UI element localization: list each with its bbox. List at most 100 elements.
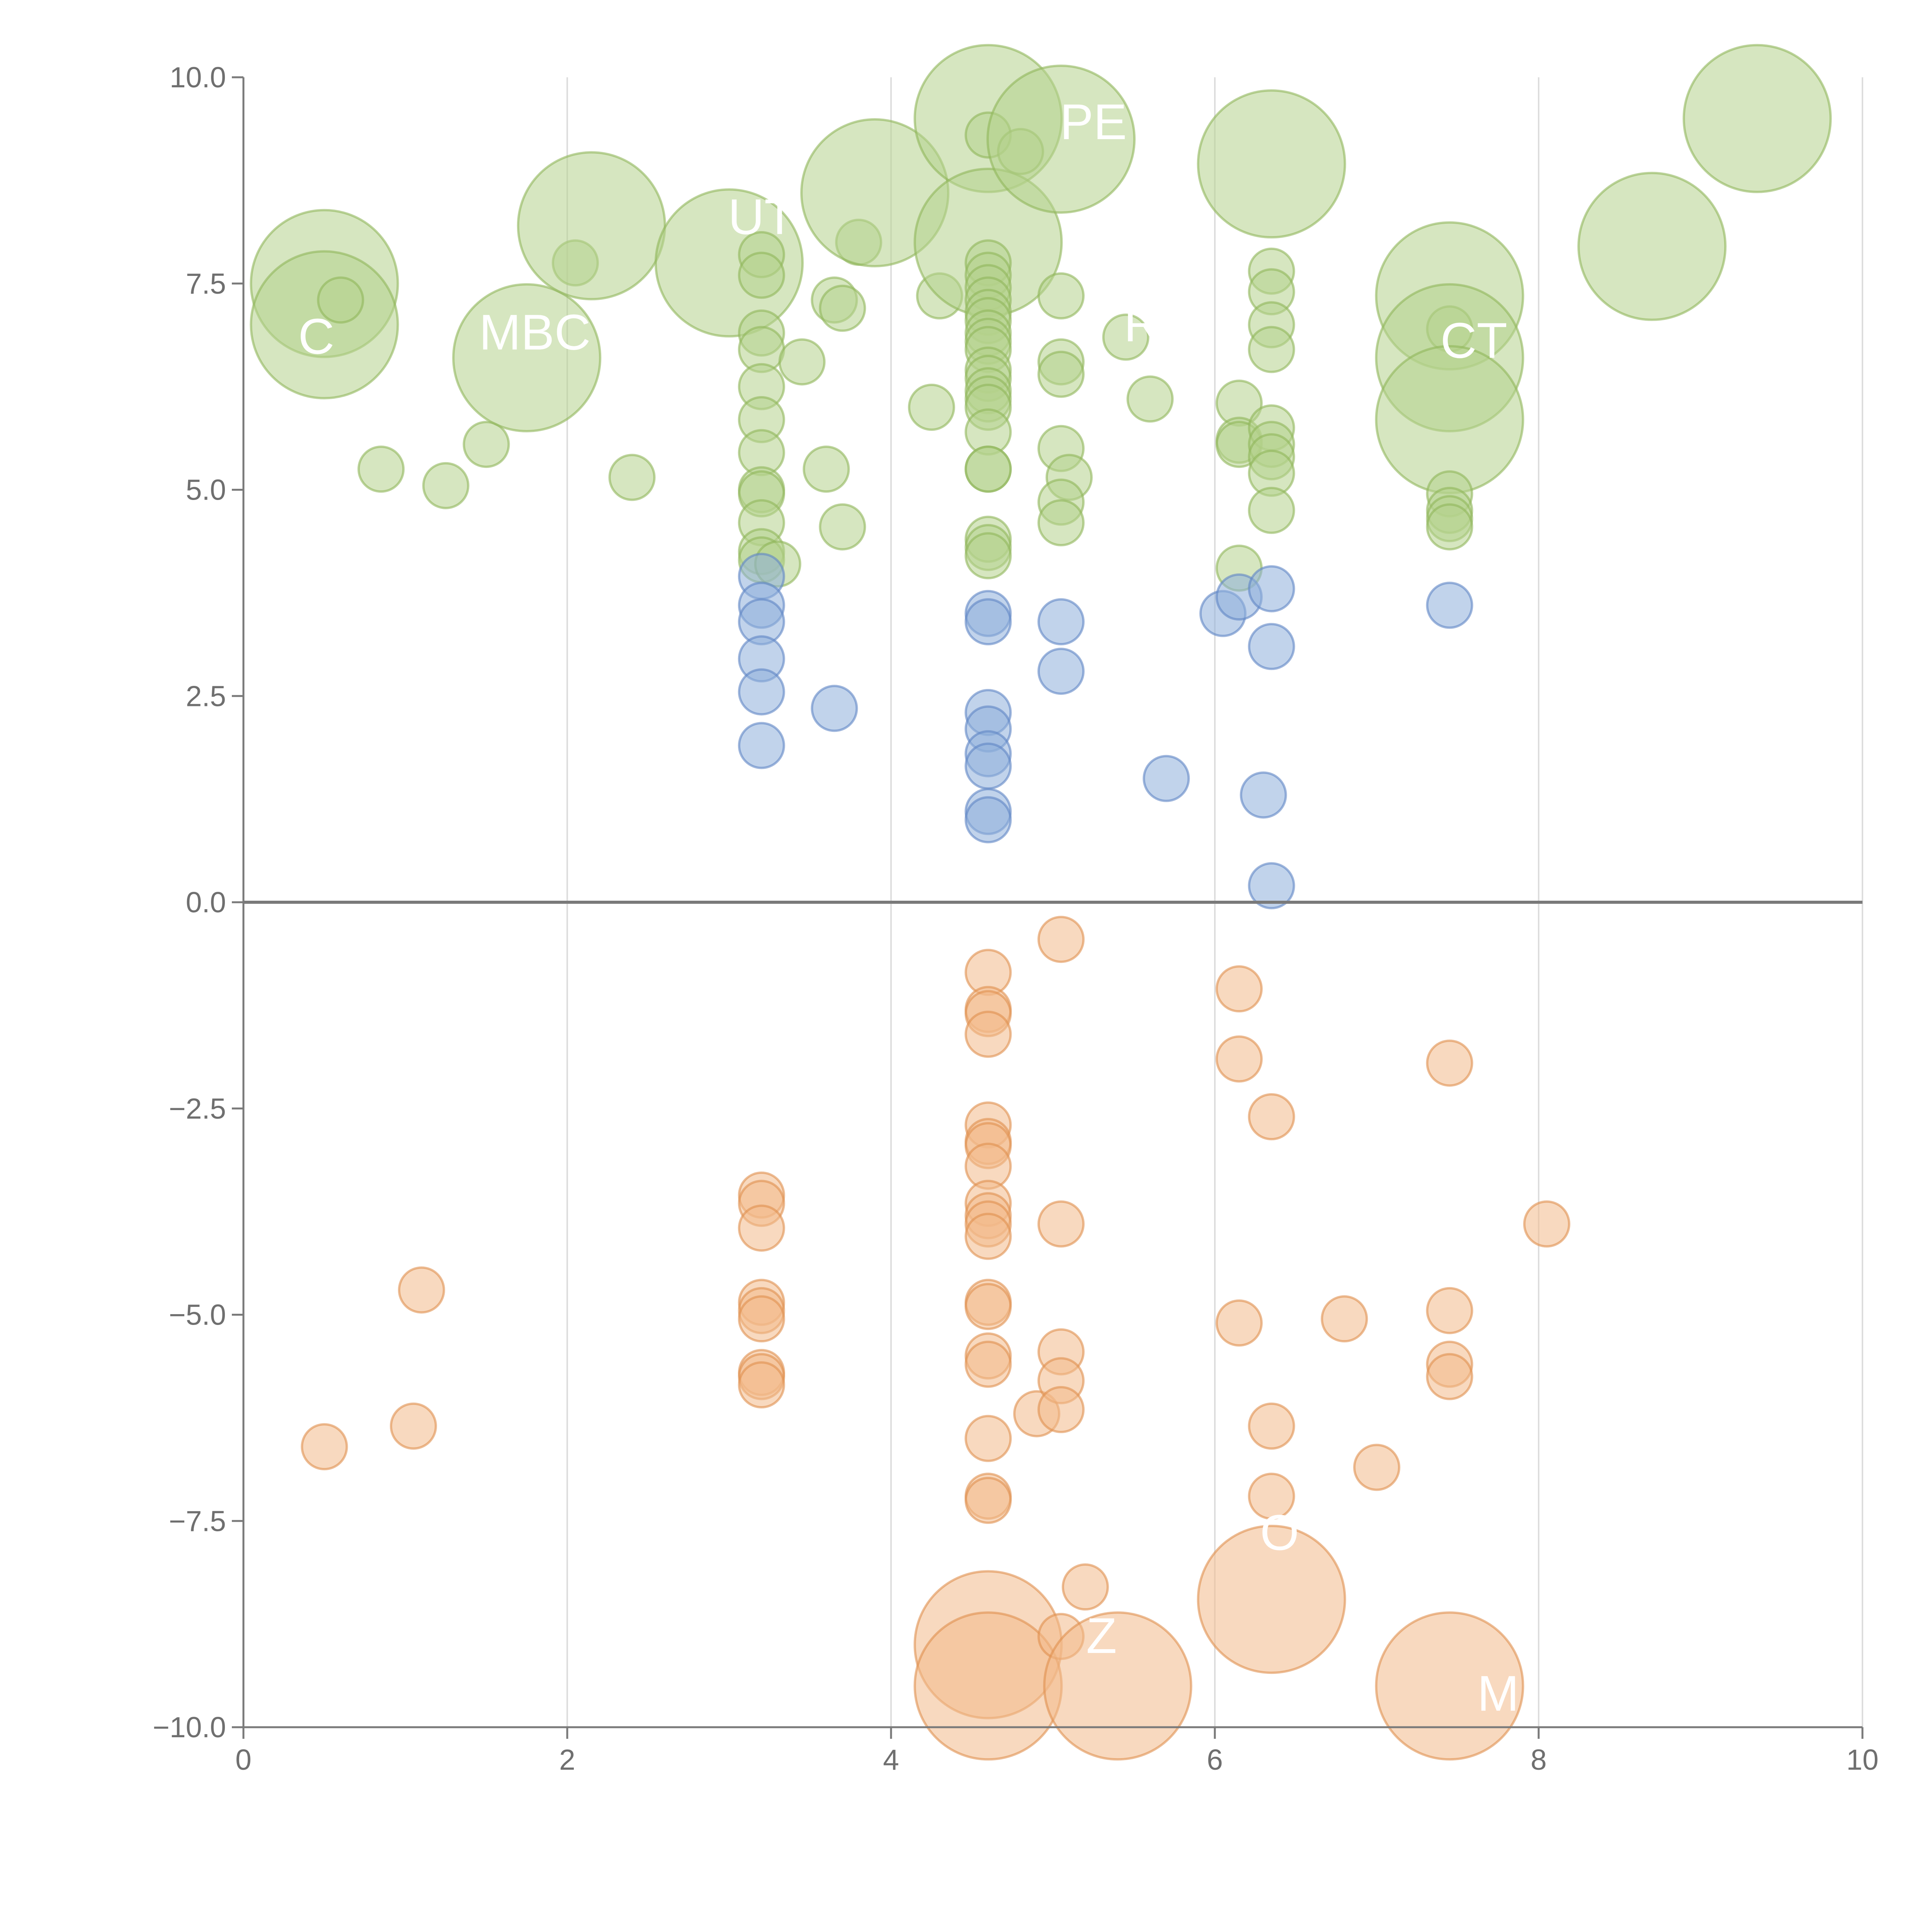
data-point — [1037, 648, 1085, 695]
data-point — [964, 1213, 1012, 1260]
data-point — [1240, 771, 1287, 819]
y-tick-label: −2.5 — [169, 1092, 226, 1125]
data-point — [1043, 1611, 1192, 1761]
x-tick-label: 8 — [1531, 1743, 1547, 1776]
data-point — [1426, 1287, 1473, 1334]
annotation-label: MBC — [479, 304, 591, 361]
x-tick-label: 2 — [559, 1743, 575, 1776]
x-tick-label: 4 — [883, 1743, 899, 1776]
data-point — [964, 1476, 1012, 1524]
annotation-label: UT — [728, 189, 795, 245]
data-point — [1248, 623, 1295, 670]
y-tick-label: 7.5 — [186, 267, 226, 300]
data-point — [738, 668, 785, 716]
y-tick-label: 5.0 — [186, 474, 226, 506]
data-point — [964, 1340, 1012, 1388]
data-point — [1037, 272, 1085, 320]
data-point — [389, 1402, 437, 1450]
annotation-label: PE — [1060, 94, 1127, 150]
data-point — [301, 1423, 348, 1471]
data-point — [1248, 1473, 1295, 1520]
x-tick-label: 10 — [1846, 1743, 1878, 1776]
data-point — [1037, 916, 1085, 963]
data-point — [1037, 1200, 1085, 1248]
data-point — [986, 65, 1136, 214]
x-tick-label: 6 — [1207, 1743, 1223, 1776]
y-tick-label: −5.0 — [169, 1299, 226, 1331]
data-point — [1426, 1039, 1473, 1087]
data-point — [1248, 862, 1295, 910]
data-point — [1037, 499, 1085, 546]
data-point — [398, 1266, 445, 1314]
data-point — [1248, 1093, 1295, 1141]
data-point — [463, 421, 510, 468]
annotation-label: CT — [1440, 312, 1507, 369]
data-point — [1426, 582, 1473, 629]
x-tick-label: 0 — [235, 1743, 252, 1776]
y-tick-label: 2.5 — [186, 680, 226, 712]
data-point — [357, 446, 405, 493]
data-point — [1197, 1525, 1346, 1674]
data-point — [811, 685, 858, 732]
data-point — [738, 1204, 785, 1252]
data-point — [964, 1415, 1012, 1462]
data-point — [964, 742, 1012, 790]
data-point — [738, 1295, 785, 1343]
data-point — [452, 283, 602, 432]
data-point — [1577, 172, 1727, 321]
y-tick-label: −10.0 — [153, 1711, 226, 1743]
data-point — [1375, 1611, 1524, 1761]
annotation-label: Z — [1086, 1607, 1117, 1664]
data-point — [964, 598, 1012, 646]
data-point — [1215, 1035, 1263, 1083]
data-point — [1037, 1386, 1085, 1434]
data-point — [1215, 1299, 1263, 1347]
data-point — [517, 151, 666, 301]
annotation-label: M — [1477, 1665, 1519, 1721]
points-layer — [250, 44, 1832, 1761]
axes-layer: 10.0 7.5 5.0 2.5 0.0 −2.5 −5.0 −7.5 −10.0 0 2 4 6 8 10 — [153, 61, 1879, 1776]
data-point — [1248, 326, 1295, 373]
annotation-label: O — [1260, 1504, 1299, 1561]
data-point — [819, 503, 866, 551]
data-point — [1682, 44, 1832, 193]
data-point — [964, 1283, 1012, 1330]
data-point — [1248, 1402, 1295, 1450]
data-point — [778, 338, 826, 386]
data-point — [1037, 350, 1085, 398]
data-point — [655, 188, 804, 338]
data-point — [1523, 1200, 1570, 1248]
data-point — [1061, 1563, 1109, 1611]
data-point — [1215, 965, 1263, 1013]
data-point — [738, 1361, 785, 1408]
data-point — [1102, 313, 1150, 361]
annotations-layer: PE UT MBC C R CT O Z M — [298, 94, 1519, 1721]
annotation-label: R — [1124, 296, 1160, 352]
data-point — [964, 532, 1012, 580]
annotation-label: C — [298, 308, 335, 364]
data-point — [1248, 486, 1295, 534]
data-point — [422, 462, 469, 509]
y-tick-label: −7.5 — [169, 1505, 226, 1537]
data-point — [819, 284, 866, 332]
data-point — [1353, 1444, 1400, 1491]
data-point — [1126, 375, 1174, 423]
data-point — [908, 384, 955, 431]
data-point — [738, 252, 785, 299]
data-point — [1426, 1353, 1473, 1400]
data-point — [1321, 1295, 1368, 1343]
data-point — [803, 446, 850, 493]
data-point — [608, 454, 656, 501]
data-point — [1143, 755, 1190, 802]
y-tick-label: 0.0 — [186, 886, 226, 918]
data-point — [250, 250, 399, 400]
data-point — [1037, 598, 1085, 646]
data-point — [1248, 565, 1295, 612]
data-point — [1426, 503, 1473, 551]
data-point — [964, 446, 1012, 493]
data-point — [738, 722, 785, 769]
data-point — [317, 276, 364, 324]
data-point — [964, 1010, 1012, 1058]
